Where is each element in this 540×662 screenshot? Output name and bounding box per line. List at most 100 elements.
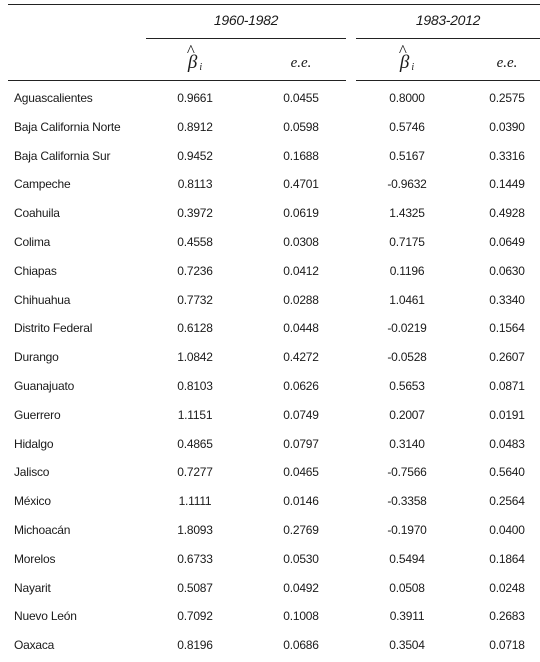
se-1960-1982: 0.0797 — [283, 436, 319, 451]
se-1960-1982: 0.4701 — [283, 177, 319, 192]
se-1960-1982: 0.0626 — [283, 378, 319, 393]
se-1983-2012: 0.0630 — [489, 263, 525, 278]
table-row: Nuevo León 0.7092 0.1008 0.3911 0.2683 — [0, 604, 540, 633]
se-1960-1982: 0.0308 — [283, 234, 319, 249]
beta-column-header-2: ^ β i — [398, 41, 415, 73]
beta-1983-2012: -0.9632 — [387, 177, 427, 192]
se-1983-2012: 0.2607 — [489, 350, 525, 365]
se-1983-2012: 0.2564 — [489, 494, 525, 509]
state-name: Baja California Norte — [14, 119, 121, 134]
se-1983-2012: 0.4928 — [489, 206, 525, 221]
beta-1983-2012: -0.3358 — [387, 494, 427, 509]
table-row: Baja California Norte 0.8912 0.0598 0.5746 0… — [0, 115, 540, 144]
beta-1960-1982: 0.4865 — [177, 436, 213, 451]
se-1983-2012: 0.1864 — [489, 551, 525, 566]
se-1960-1982: 0.2769 — [283, 522, 319, 537]
beta-1983-2012: 0.5167 — [389, 148, 425, 163]
se-1983-2012: 0.2575 — [489, 91, 525, 105]
beta-1960-1982: 0.6128 — [177, 321, 213, 336]
beta-1960-1982: 0.7277 — [177, 465, 213, 480]
se-1960-1982: 0.0455 — [283, 91, 319, 105]
table-row: Hidalgo 0.4865 0.0797 0.3140 0.0483 — [0, 432, 540, 461]
se-1960-1982: 0.1688 — [283, 148, 319, 163]
state-name: Morelos — [14, 551, 56, 566]
se-1960-1982: 0.0448 — [283, 321, 319, 336]
table-row: Jalisco 0.7277 0.0465 -0.7566 0.5640 — [0, 460, 540, 489]
se-1960-1982: 0.0686 — [283, 638, 319, 653]
state-name: Campeche — [14, 177, 71, 192]
beta-1960-1982: 1.1111 — [178, 494, 212, 509]
se-1983-2012: 0.0483 — [489, 436, 525, 451]
se-1960-1982: 0.0288 — [283, 292, 319, 307]
se-1960-1982: 0.0749 — [283, 407, 319, 422]
beta-1960-1982: 0.8103 — [177, 378, 213, 393]
state-name: Distrito Federal — [14, 321, 93, 336]
se-1983-2012: 0.0390 — [489, 119, 525, 134]
state-name: Durango — [14, 350, 59, 365]
state-name: Chihuahua — [14, 292, 71, 307]
top-rule — [8, 4, 540, 5]
beta-1983-2012: 0.3911 — [389, 609, 425, 624]
beta-1960-1982: 0.3972 — [177, 206, 213, 221]
beta-1983-2012: -0.1970 — [387, 522, 427, 537]
beta-1960-1982: 0.9661 — [177, 91, 213, 105]
se-1960-1982: 0.0465 — [283, 465, 319, 480]
state-name: Chiapas — [14, 263, 57, 278]
table-row: Campeche 0.8113 0.4701 -0.9632 0.1449 — [0, 172, 540, 201]
state-name: Colima — [14, 234, 51, 249]
beta-1983-2012: 0.5494 — [389, 551, 425, 566]
beta-1983-2012: 0.5746 — [389, 119, 425, 134]
beta-1983-2012: 0.3140 — [389, 436, 425, 451]
se-column-header-1: e.e. — [290, 55, 312, 71]
state-name: Jalisco — [14, 465, 50, 480]
table-row: Morelos 0.6733 0.0530 0.5494 0.1864 — [0, 547, 540, 576]
beta-1960-1982: 0.9452 — [177, 148, 213, 163]
beta-1960-1982: 0.6733 — [177, 551, 213, 566]
beta-1983-2012: 0.3504 — [389, 638, 425, 653]
beta-column-header-1: ^ β i — [186, 41, 203, 73]
table-row: Distrito Federal 0.6128 0.0448 -0.0219 0.156… — [0, 316, 540, 345]
table-row: México 1.1111 0.0146 -0.3358 0.2564 — [0, 489, 540, 518]
se-1960-1982: 0.4272 — [283, 350, 319, 365]
table-row: Baja California Sur 0.9452 0.1688 0.5167 0.3… — [0, 144, 540, 173]
beta-1960-1982: 1.8093 — [177, 522, 213, 537]
se-1983-2012: 0.0871 — [489, 378, 525, 393]
se-1983-2012: 0.0400 — [489, 522, 525, 537]
se-1983-2012: 0.0649 — [489, 234, 525, 249]
beta-1960-1982: 0.4558 — [177, 234, 213, 249]
state-name: México — [14, 494, 51, 509]
table-row: Guanajuato 0.8103 0.0626 0.5653 0.0871 — [0, 374, 540, 403]
state-name: Oaxaca — [14, 638, 55, 653]
beta-1960-1982: 0.5087 — [177, 580, 213, 595]
beta-1983-2012: 0.5653 — [389, 378, 425, 393]
table-row: Chiapas 0.7236 0.0412 0.1196 0.0630 — [0, 259, 540, 288]
beta-1960-1982: 0.8113 — [177, 177, 213, 192]
beta-1960-1982: 0.7092 — [177, 609, 213, 624]
se-1960-1982: 0.0492 — [283, 580, 319, 595]
state-name: Aguascalientes — [14, 91, 93, 105]
header-bottom-rule — [8, 80, 346, 81]
table-row: Colima 0.4558 0.0308 0.7175 0.0649 — [0, 230, 540, 259]
se-1960-1982: 0.0598 — [283, 119, 319, 134]
state-name: Baja California Sur — [14, 148, 111, 163]
beta-1983-2012: 1.4325 — [389, 206, 425, 221]
se-1960-1982: 0.0146 — [283, 494, 319, 509]
se-1960-1982: 0.1008 — [283, 609, 319, 624]
table-row: Michoacán 1.8093 0.2769 -0.1970 0.0400 — [0, 518, 540, 547]
beta-1960-1982: 1.0842 — [177, 350, 213, 365]
beta-1960-1982: 0.7732 — [177, 292, 213, 307]
beta-1960-1982: 1.1151 — [177, 407, 213, 422]
se-1983-2012: 0.0718 — [489, 638, 525, 653]
table-row: Chihuahua 0.7732 0.0288 1.0461 0.3340 — [0, 288, 540, 317]
beta-1983-2012: 0.2007 — [389, 407, 425, 422]
se-1983-2012: 0.3340 — [489, 292, 525, 307]
beta-1960-1982: 0.8912 — [177, 119, 213, 134]
se-1983-2012: 0.3316 — [489, 148, 525, 163]
period2-underline — [356, 38, 540, 39]
state-name: Guerrero — [14, 407, 61, 422]
beta-1983-2012: 1.0461 — [389, 292, 425, 307]
beta-1983-2012: -0.0219 — [387, 321, 427, 336]
header-bottom-rule-right — [356, 80, 540, 81]
beta-1983-2012: 0.8000 — [389, 91, 425, 105]
se-1960-1982: 0.0530 — [283, 551, 319, 566]
